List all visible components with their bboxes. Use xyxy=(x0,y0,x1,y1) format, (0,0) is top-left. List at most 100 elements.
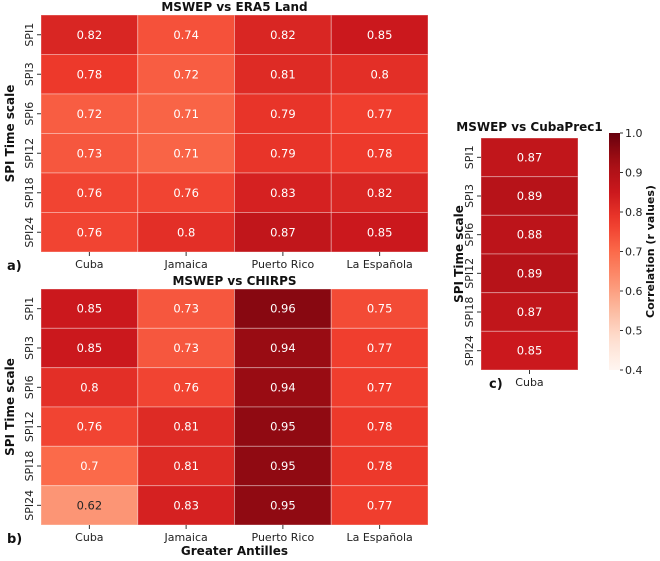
heatmap-cell xyxy=(137,445,235,487)
colorbar-tick-label: 0.5 xyxy=(625,325,643,338)
heatmap-cell xyxy=(480,253,579,294)
y-axis-label: SPI Time scale xyxy=(3,85,17,183)
cell-value-label: 0.83 xyxy=(173,498,199,512)
cell-value-label: 0.8 xyxy=(80,380,98,394)
panel-title-c: MSWEP vs CubaPrec1 xyxy=(456,120,602,134)
heatmap-cell xyxy=(40,14,139,55)
heatmap-cell xyxy=(40,367,139,408)
cell-value-label: 0.87 xyxy=(517,150,543,164)
panel-title-b: MSWEP vs CHIRPS xyxy=(172,274,296,288)
cell-value-label: 0.77 xyxy=(367,498,393,512)
colorbar-tick-label: 0.8 xyxy=(625,206,643,219)
cell-value-label: 0.82 xyxy=(270,28,296,42)
heatmap-cell xyxy=(330,93,429,134)
heatmap-cell xyxy=(330,14,429,55)
cell-value-label: 0.78 xyxy=(367,146,393,160)
y-tick-label: SPI3 xyxy=(23,62,36,86)
cell-value-label: 0.72 xyxy=(173,67,199,81)
cell-value-label: 0.76 xyxy=(77,186,103,200)
heatmap-cell xyxy=(330,367,429,408)
cell-value-label: 0.77 xyxy=(367,341,393,355)
heatmap-cell xyxy=(330,406,429,447)
colorbar-tick-label: 0.4 xyxy=(625,364,643,377)
panel-tag-c: c) xyxy=(489,377,503,392)
heatmap-cell xyxy=(137,14,235,55)
cell-value-label: 0.62 xyxy=(77,498,103,512)
cell-value-label: 0.71 xyxy=(173,146,199,160)
cell-value-label: 0.81 xyxy=(173,459,199,473)
cell-value-label: 0.89 xyxy=(517,266,543,280)
heatmap-cell xyxy=(234,172,332,213)
x-tick-label: Puerto Rico xyxy=(252,258,315,271)
heatmap-cell xyxy=(480,214,579,255)
y-tick-label: SPI12 xyxy=(23,138,36,169)
cell-value-label: 0.95 xyxy=(270,459,296,473)
x-axis-label: Greater Antilles xyxy=(181,544,288,557)
x-tick-label: La Española xyxy=(346,258,412,271)
heatmap-cell xyxy=(234,14,332,55)
heatmap-cell xyxy=(330,485,429,526)
cell-value-label: 0.77 xyxy=(367,107,393,121)
cell-value-label: 0.87 xyxy=(517,305,543,319)
y-tick-label: SPI12 xyxy=(23,411,36,442)
heatmap-cell xyxy=(330,212,429,253)
y-tick-label: SPI24 xyxy=(23,490,36,521)
heatmap-cell xyxy=(40,288,139,329)
heatmap-cell xyxy=(137,406,235,447)
cell-value-label: 0.88 xyxy=(517,228,543,242)
cell-value-label: 0.73 xyxy=(77,146,103,160)
heatmap-cell xyxy=(137,133,235,174)
heatmap-cell xyxy=(137,172,235,213)
cell-value-label: 0.95 xyxy=(270,420,296,434)
colorbar-label: Correlation (r values) xyxy=(644,185,657,318)
heatmap-cell xyxy=(137,93,235,134)
cell-value-label: 0.85 xyxy=(517,344,543,358)
y-axis-label: SPI Time scale xyxy=(3,358,17,456)
x-tick-label: Cuba xyxy=(75,258,103,271)
cell-value-label: 0.77 xyxy=(367,380,393,394)
cell-value-label: 0.72 xyxy=(77,107,103,121)
heatmap-cell xyxy=(330,172,429,213)
cell-value-label: 0.82 xyxy=(367,186,393,200)
cell-value-label: 0.7 xyxy=(80,459,98,473)
y-tick-label: SPI6 xyxy=(23,102,36,126)
y-tick-label: SPI3 xyxy=(23,336,36,360)
cell-value-label: 0.83 xyxy=(270,186,296,200)
heatmap-cell xyxy=(40,212,139,253)
cell-value-label: 0.85 xyxy=(77,341,103,355)
y-tick-label: SPI6 xyxy=(463,223,476,247)
y-tick-label: SPI1 xyxy=(23,297,36,321)
heatmap-cell xyxy=(480,292,579,332)
cell-value-label: 0.78 xyxy=(367,459,393,473)
cell-value-label: 0.76 xyxy=(77,420,103,434)
cell-value-label: 0.76 xyxy=(173,380,199,394)
cell-value-label: 0.71 xyxy=(173,107,199,121)
x-tick-label: La Española xyxy=(346,531,412,544)
heatmap-cell xyxy=(137,212,235,253)
y-tick-label: SPI3 xyxy=(463,184,476,208)
heatmap-cell xyxy=(234,288,332,329)
heatmap-cell xyxy=(40,327,139,369)
colorbar-tick-label: 0.9 xyxy=(625,167,643,180)
cell-value-label: 0.94 xyxy=(270,380,296,394)
cell-value-label: 0.76 xyxy=(173,186,199,200)
y-tick-label: SPI12 xyxy=(463,258,476,289)
cell-value-label: 0.95 xyxy=(270,498,296,512)
heatmap-cell xyxy=(330,445,429,487)
y-tick-label: SPI18 xyxy=(23,177,36,208)
colorbar xyxy=(609,133,620,370)
cell-value-label: 0.79 xyxy=(270,146,296,160)
y-tick-label: SPI6 xyxy=(23,375,36,399)
cell-value-label: 0.81 xyxy=(173,420,199,434)
y-tick-label: SPI24 xyxy=(23,217,36,248)
x-tick-label: Cuba xyxy=(515,376,543,389)
x-tick-label: Jamaica xyxy=(163,531,207,544)
y-tick-label: SPI24 xyxy=(463,335,476,366)
x-tick-label: Jamaica xyxy=(163,258,207,271)
cell-value-label: 0.79 xyxy=(270,107,296,121)
panel-title-a: MSWEP vs ERA5 Land xyxy=(161,0,307,14)
colorbar-tick-label: 1.0 xyxy=(625,127,643,140)
y-tick-label: SPI18 xyxy=(23,451,36,482)
panel-tag-a: a) xyxy=(7,259,22,274)
